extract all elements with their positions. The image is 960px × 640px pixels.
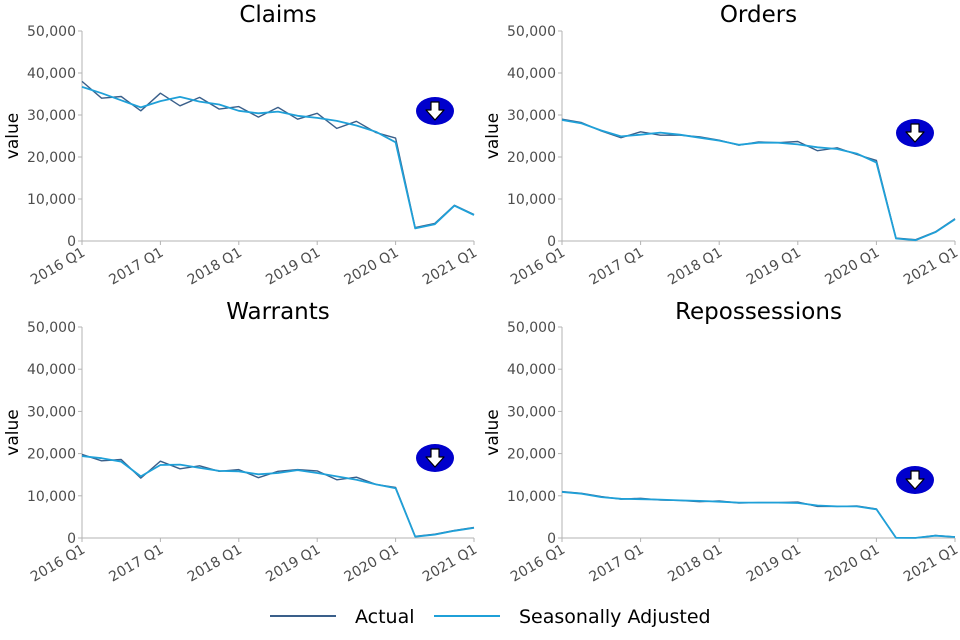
- y-tick-label: 10,000: [27, 489, 76, 505]
- panel-title: Repossessions: [675, 299, 842, 325]
- x-tick-label: 2019 Q1: [744, 245, 804, 289]
- y-tick-label: 0: [547, 531, 556, 547]
- legend: Actual Seasonally Adjusted: [270, 606, 711, 628]
- x-tick-label: 2020 Q1: [822, 245, 882, 289]
- y-tick-label: 50,000: [507, 24, 556, 40]
- arrow-down-icon: [416, 97, 454, 125]
- y-tick-label: 10,000: [27, 192, 76, 208]
- y-tick-label: 50,000: [27, 320, 76, 336]
- x-tick-label: 2017 Q1: [106, 245, 166, 289]
- legend-item-actual: Actual: [270, 606, 415, 628]
- y-tick-label: 30,000: [507, 108, 556, 124]
- x-tick-label: 2020 Q1: [342, 542, 402, 586]
- x-tick-label: 2020 Q1: [342, 245, 402, 289]
- panel-warrants: Warrants value 0 10,000 20,000 30,000 40,000 50…: [3, 299, 480, 585]
- x-tick-label: 2017 Q1: [587, 542, 647, 586]
- y-tick-label: 30,000: [27, 404, 76, 420]
- arrow-down-icon: [416, 444, 454, 472]
- panel-title: Claims: [239, 2, 316, 28]
- x-tick-label: 2016 Q1: [28, 542, 88, 586]
- y-tick-label: 50,000: [507, 320, 556, 336]
- x-tick-label: 2018 Q1: [185, 542, 245, 586]
- y-tick-label: 20,000: [27, 447, 76, 463]
- x-tick-label: 2017 Q1: [587, 245, 647, 289]
- y-tick-label: 40,000: [507, 362, 556, 378]
- y-tick-label: 10,000: [507, 192, 556, 208]
- x-tick-label: 2018 Q1: [665, 245, 725, 289]
- x-tick-label: 2017 Q1: [106, 542, 166, 586]
- series-line-actual: [81, 453, 475, 537]
- y-tick-label: 40,000: [507, 66, 556, 82]
- y-tick-label: 20,000: [27, 150, 76, 166]
- series-line-actual: [81, 80, 475, 229]
- y-tick-label: 0: [67, 234, 76, 250]
- series-line-seasonally-adjusted: [561, 491, 956, 539]
- y-tick-label: 30,000: [507, 404, 556, 420]
- x-tick-label: 2021 Q1: [420, 245, 480, 289]
- arrow-down-icon: [896, 119, 934, 147]
- y-tick-label: 10,000: [507, 489, 556, 505]
- y-tick-label: 20,000: [507, 150, 556, 166]
- panel-orders: Orders value 0 10,000 20,000 30,000 40,000 50,0…: [483, 2, 960, 288]
- y-tick-label: 40,000: [27, 66, 76, 82]
- x-tick-label: 2016 Q1: [508, 542, 568, 586]
- x-tick-label: 2019 Q1: [263, 245, 323, 289]
- series-line-seasonally-adjusted: [81, 455, 475, 538]
- panel-claims: Claims value 0 10,000 20,000 30,000 40,000 50,0…: [3, 2, 480, 288]
- x-tick-label: 2016 Q1: [28, 245, 88, 289]
- y-axis-label: value: [483, 409, 503, 455]
- series-line-seasonally-adjusted: [81, 86, 475, 230]
- y-tick-label: 0: [547, 234, 556, 250]
- x-tick-label: 2018 Q1: [185, 245, 245, 289]
- y-tick-label: 30,000: [27, 108, 76, 124]
- panel-repossessions: Repossessions value 0 10,000 20,000 30,000 40,…: [483, 299, 960, 585]
- x-tick-label: 2018 Q1: [665, 542, 725, 586]
- series-line-seasonally-adjusted: [561, 119, 956, 242]
- panel-title: Warrants: [226, 299, 330, 325]
- x-tick-label: 2021 Q1: [901, 245, 960, 289]
- x-tick-label: 2019 Q1: [263, 542, 323, 586]
- legend-label: Seasonally Adjusted: [519, 606, 711, 628]
- y-axis-label: value: [3, 113, 23, 159]
- y-tick-label: 0: [67, 531, 76, 547]
- y-tick-label: 20,000: [507, 447, 556, 463]
- x-tick-label: 2020 Q1: [822, 542, 882, 586]
- x-tick-label: 2021 Q1: [901, 542, 960, 586]
- x-tick-label: 2016 Q1: [508, 245, 568, 289]
- y-tick-label: 40,000: [27, 362, 76, 378]
- legend-item-seasonally-adjusted: Seasonally Adjusted: [434, 606, 711, 628]
- y-axis-label: value: [3, 409, 23, 455]
- arrow-down-icon: [896, 466, 934, 494]
- y-tick-label: 50,000: [27, 24, 76, 40]
- legend-label: Actual: [355, 606, 415, 628]
- x-tick-label: 2021 Q1: [420, 542, 480, 586]
- panel-title: Orders: [720, 2, 797, 28]
- y-axis-label: value: [483, 113, 503, 159]
- x-tick-label: 2019 Q1: [744, 542, 804, 586]
